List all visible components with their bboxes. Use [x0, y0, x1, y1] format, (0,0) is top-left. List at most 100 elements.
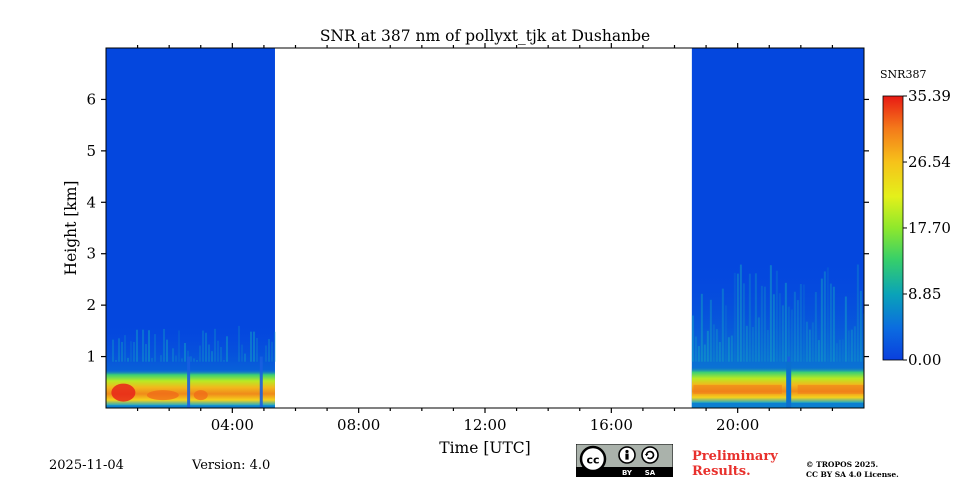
sa-text: SA: [645, 469, 656, 477]
hot-layer: [693, 384, 782, 394]
snr-streak: [223, 360, 225, 362]
cc-icon: [579, 445, 607, 473]
snr-streak: [175, 355, 177, 362]
y-tick-label: 2: [86, 296, 96, 314]
snr-streak: [214, 328, 216, 362]
snr-streak: [814, 292, 817, 362]
snr-streak: [838, 339, 841, 362]
snr-streak: [811, 322, 814, 362]
snr-streak: [706, 330, 709, 362]
snr-streak: [172, 348, 174, 362]
snr-streak: [721, 288, 724, 362]
colorbar-label: SNR387: [880, 68, 926, 81]
x-tick-label: 20:00: [716, 416, 759, 434]
snr-streak: [145, 344, 147, 362]
y-tick-label: 6: [86, 90, 96, 108]
heatmap-area: [106, 48, 864, 408]
snr-streak: [724, 305, 727, 362]
snr-streak: [166, 339, 168, 362]
snr-streak: [271, 341, 273, 362]
snr-streak: [148, 330, 150, 362]
preliminary-line-1: Preliminary: [692, 449, 778, 464]
snr-streak: [202, 330, 204, 362]
snr-streak: [199, 345, 201, 362]
snr-streak: [847, 330, 850, 362]
snr-streak: [712, 324, 715, 362]
y-tick-label: 5: [86, 142, 96, 160]
x-tick-labels: 04:00 08:00 12:00 16:00 20:00: [211, 416, 760, 434]
colorbar-gradient: [882, 95, 904, 361]
colorbar-tick-label: 17.70: [908, 219, 951, 237]
snr-streak: [193, 358, 195, 362]
snr-streak: [790, 309, 793, 362]
snr-streak: [850, 329, 853, 362]
snr-streak: [154, 334, 156, 362]
snr-streak: [754, 273, 757, 362]
snr-streak: [856, 264, 859, 362]
near-ground-band: [691, 402, 864, 408]
copyright-note: © TROPOS 2025. CC BY SA 4.0 License.: [806, 460, 899, 480]
snr-streak: [841, 339, 844, 362]
snr-streak: [784, 282, 787, 362]
axis-ticks: [101, 43, 869, 413]
hot-spot: [146, 390, 179, 401]
snr-streak: [733, 272, 736, 362]
snr-streak: [217, 340, 219, 362]
snr-streak: [778, 293, 781, 362]
snr-streak: [727, 337, 730, 362]
snr-streak: [268, 339, 270, 362]
snr-streak: [118, 338, 120, 362]
preliminary-line-2: Results.: [692, 464, 751, 479]
snr-streak: [151, 357, 153, 362]
copyright-line-2: CC BY SA 4.0 License.: [806, 470, 899, 479]
snr-streak: [190, 356, 192, 362]
snr-streak: [253, 331, 255, 362]
y-tick-labels: 1 2 3 4 5 6: [86, 90, 96, 365]
cc-text: cc: [586, 454, 599, 467]
snr-streak: [766, 329, 769, 362]
data-gap-line: [259, 356, 263, 408]
snr-streak: [691, 315, 694, 362]
snr-streak: [703, 344, 706, 362]
snr-streak: [829, 283, 832, 362]
snr-streak: [736, 273, 739, 362]
hot-spot: [193, 390, 208, 401]
snr-streak: [760, 285, 763, 362]
snr-streak: [751, 326, 754, 362]
snr-streak: [730, 335, 733, 362]
snr-streak: [127, 357, 129, 362]
snr-streak: [112, 339, 114, 362]
snr-streak: [241, 344, 243, 362]
snr-streak: [763, 286, 766, 362]
snr-streak: [775, 270, 778, 362]
snr-streak: [802, 284, 805, 362]
x-axis-label: Time [UTC]: [439, 439, 530, 457]
snr-streak: [709, 299, 712, 362]
snr-streak: [769, 265, 772, 362]
snr-streak: [163, 328, 165, 362]
footer-version: Version: 4.0: [192, 458, 271, 473]
data-gap-line: [786, 361, 792, 408]
footer-date: 2025-11-04: [49, 458, 124, 473]
snr-streak: [820, 278, 823, 362]
data-segment-1: [106, 48, 275, 408]
colorbar-tick-label: 26.54: [908, 153, 951, 171]
snr-streak: [739, 264, 742, 362]
snr-streak: [832, 286, 835, 362]
snr-streak: [160, 355, 162, 362]
cc-by-sa-badge[interactable]: cc BY SA: [576, 444, 673, 477]
snr-streak: [853, 326, 856, 362]
near-ground-band: [106, 405, 275, 408]
snr-streak: [793, 291, 796, 362]
snr-streak: [121, 341, 123, 362]
snr-streak: [184, 342, 186, 362]
snr-streak: [208, 344, 210, 362]
snr-streak: [844, 296, 847, 362]
snr-streak: [136, 329, 138, 362]
snr-streak: [181, 358, 183, 362]
snr-streak: [862, 313, 864, 362]
high-snr-layer: [106, 369, 275, 406]
snr-streak: [835, 343, 838, 362]
snr-streak: [187, 350, 189, 362]
